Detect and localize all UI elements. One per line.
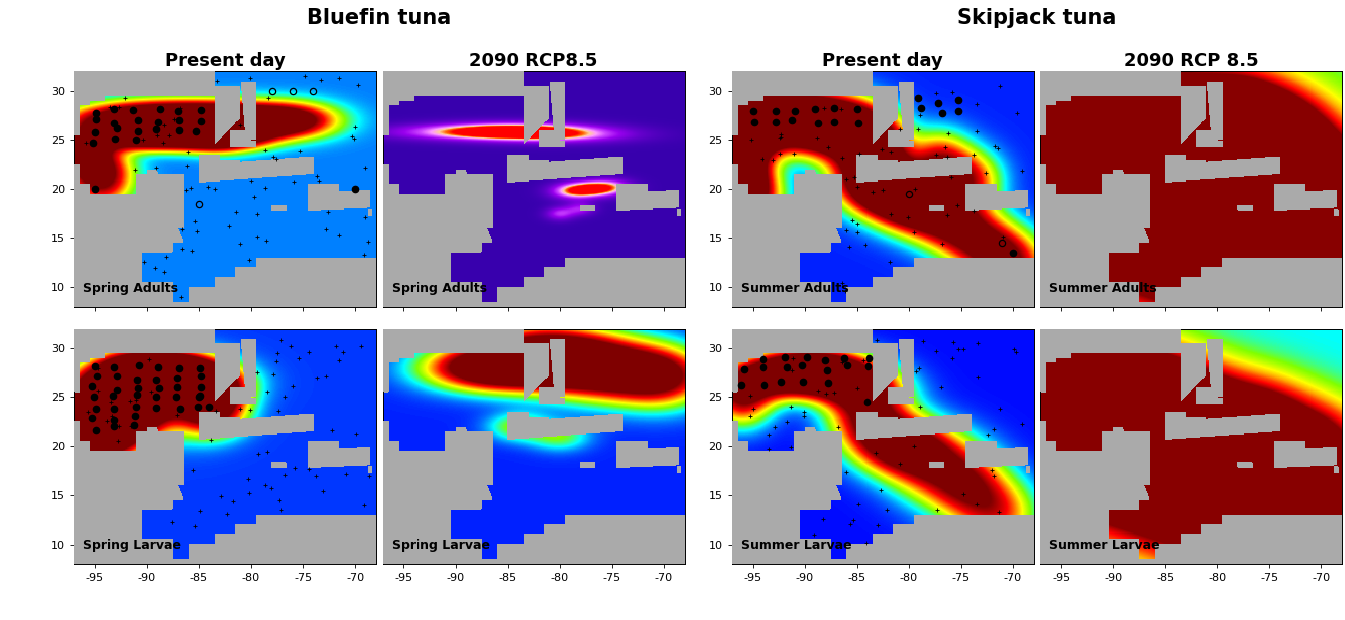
Text: Bluefin tuna: Bluefin tuna — [307, 8, 452, 28]
Text: Skipjack tuna: Skipjack tuna — [958, 8, 1116, 28]
Text: Summer Larvae: Summer Larvae — [741, 539, 851, 552]
Text: Summer Adults: Summer Adults — [741, 282, 849, 295]
Text: Summer Larvae: Summer Larvae — [1049, 539, 1159, 552]
Text: Spring Larvae: Spring Larvae — [83, 539, 182, 552]
Title: 2090 RCP8.5: 2090 RCP8.5 — [469, 51, 597, 69]
Title: Present day: Present day — [822, 51, 943, 69]
Text: Spring Adults: Spring Adults — [83, 282, 178, 295]
Title: Present day: Present day — [164, 51, 285, 69]
Text: Spring Larvae: Spring Larvae — [391, 539, 490, 552]
Title: 2090 RCP 8.5: 2090 RCP 8.5 — [1124, 51, 1259, 69]
Text: Summer Adults: Summer Adults — [1049, 282, 1157, 295]
Text: Spring Adults: Spring Adults — [391, 282, 487, 295]
